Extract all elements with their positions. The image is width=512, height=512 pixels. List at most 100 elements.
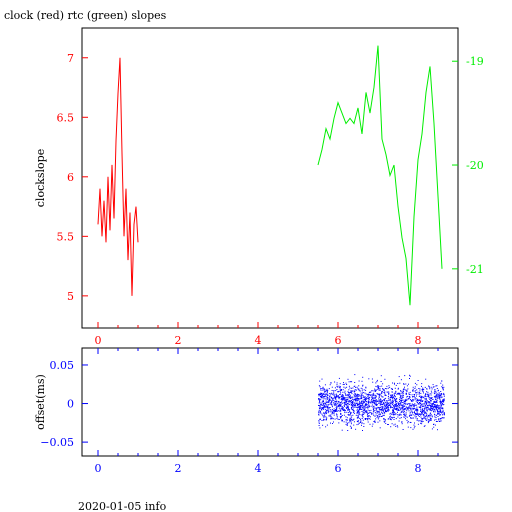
offset-point — [440, 406, 442, 408]
offset-point — [437, 413, 439, 415]
offset-point — [320, 396, 322, 398]
offset-point — [422, 408, 423, 410]
offset-point — [393, 424, 395, 426]
offset-point — [381, 400, 383, 402]
offset-point — [412, 405, 414, 407]
offset-point — [334, 404, 336, 406]
offset-point — [438, 397, 440, 399]
offset-point — [429, 418, 431, 420]
offset-point — [343, 407, 344, 409]
offset-point — [425, 405, 427, 407]
offset-point — [408, 397, 410, 399]
offset-point — [440, 391, 442, 392]
offset-point — [428, 403, 430, 405]
offset-point — [399, 404, 401, 406]
offset-point — [427, 395, 429, 397]
offset-point — [329, 415, 331, 417]
offset-point — [404, 401, 405, 402]
offset-point — [351, 396, 353, 398]
offset-point — [415, 408, 417, 410]
offset-point — [443, 417, 445, 419]
offset-point — [353, 418, 355, 420]
offset-point — [399, 413, 401, 415]
offset-point — [390, 407, 392, 409]
offset-point — [385, 411, 387, 412]
offset-point — [417, 398, 419, 400]
offset-point — [394, 398, 395, 400]
offset-point — [348, 422, 350, 424]
offset-point — [371, 402, 373, 404]
top-right-tick-label: -19 — [466, 55, 484, 68]
offset-point — [411, 403, 413, 405]
offset-point — [357, 421, 359, 423]
offset-point — [436, 395, 438, 396]
offset-point — [365, 410, 367, 412]
top-left-tick-label: 7 — [67, 52, 74, 65]
offset-point — [339, 410, 341, 412]
offset-point — [381, 411, 382, 413]
offset-point — [434, 395, 436, 397]
offset-point — [321, 413, 323, 415]
offset-point — [374, 407, 376, 409]
offset-point — [415, 417, 417, 419]
offset-point — [349, 397, 351, 399]
offset-point — [418, 403, 420, 405]
offset-point — [341, 398, 343, 400]
offset-point — [388, 385, 390, 387]
offset-point — [385, 410, 387, 412]
offset-point — [382, 415, 384, 416]
offset-point — [329, 400, 331, 402]
offset-point — [323, 406, 325, 408]
offset-point — [412, 386, 414, 388]
offset-point — [318, 385, 320, 387]
offset-point — [370, 394, 372, 396]
offset-point — [404, 405, 406, 407]
offset-point — [406, 416, 408, 418]
offset-point — [318, 411, 320, 413]
offset-point — [402, 399, 404, 401]
offset-point — [324, 395, 326, 397]
offset-point — [367, 400, 369, 402]
offset-point — [331, 397, 333, 399]
offset-point — [319, 393, 321, 395]
offset-point — [357, 404, 359, 406]
offset-point — [442, 407, 444, 409]
offset-point — [380, 395, 382, 397]
offset-point — [430, 400, 432, 402]
offset-point — [376, 407, 378, 409]
offset-point — [431, 415, 433, 417]
offset-point — [375, 400, 377, 402]
offset-point — [379, 403, 381, 404]
offset-point — [334, 396, 336, 398]
offset-point — [360, 394, 362, 396]
offset-point — [344, 404, 346, 406]
offset-point — [356, 397, 357, 399]
offset-point — [422, 420, 424, 422]
offset-point — [364, 408, 366, 410]
offset-point — [398, 404, 400, 406]
offset-point — [442, 399, 444, 401]
offset-point — [361, 400, 363, 402]
offset-point — [397, 383, 399, 384]
offset-point — [333, 414, 335, 416]
offset-point — [323, 419, 324, 421]
offset-point — [420, 409, 422, 411]
offset-point — [381, 410, 383, 412]
offset-point — [424, 417, 426, 419]
offset-point — [384, 398, 386, 400]
offset-point — [329, 384, 331, 386]
offset-point — [426, 410, 428, 412]
offset-point — [327, 409, 329, 411]
offset-point — [366, 414, 368, 416]
offset-point — [409, 407, 411, 409]
offset-point — [367, 416, 369, 418]
top-left-y-ticks: 55.566.57 — [57, 52, 88, 303]
offset-point — [381, 390, 383, 392]
offset-point — [378, 400, 380, 402]
offset-point — [429, 405, 431, 407]
offset-point — [386, 404, 387, 406]
offset-point — [442, 389, 444, 391]
offset-point — [339, 404, 341, 406]
offset-point — [397, 416, 399, 418]
offset-point — [322, 402, 324, 404]
